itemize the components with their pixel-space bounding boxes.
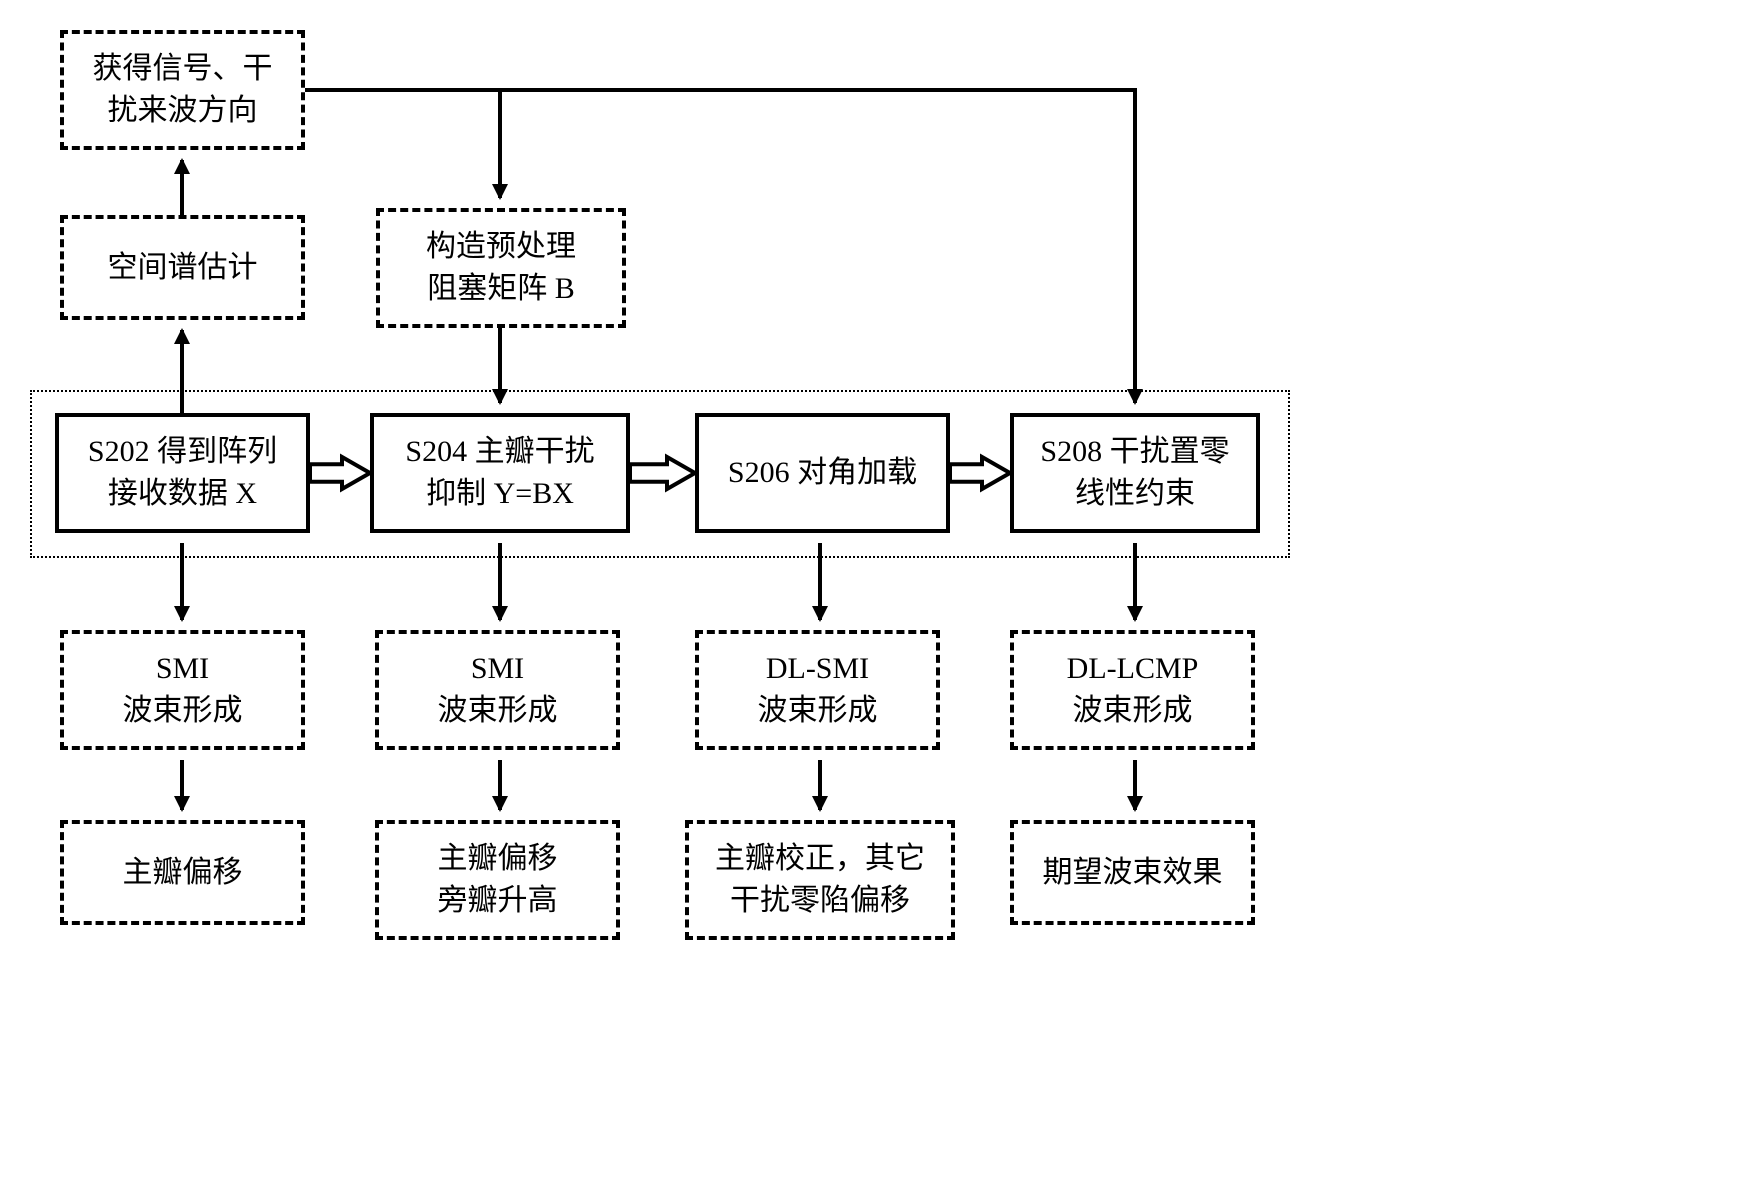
node-n_getsig: 获得信号、干 扰来波方向 xyxy=(60,30,305,150)
node-label: SMI 波束形成 xyxy=(438,648,558,732)
node-label: 获得信号、干 扰来波方向 xyxy=(93,48,273,132)
node-n_r4: 期望波束效果 xyxy=(1010,820,1255,925)
node-n_r1: 主瓣偏移 xyxy=(60,820,305,925)
node-n_s204: S204 主瓣干扰 抑制 Y=BX xyxy=(370,413,630,533)
node-label: 主瓣校正，其它 干扰零陷偏移 xyxy=(715,838,925,922)
node-label: 空间谱估计 xyxy=(108,247,258,289)
node-label: S202 得到阵列 接收数据 X xyxy=(88,431,277,515)
node-n_s208: S208 干扰置零 线性约束 xyxy=(1010,413,1260,533)
node-label: S204 主瓣干扰 抑制 Y=BX xyxy=(405,431,594,515)
node-label: 期望波束效果 xyxy=(1043,852,1223,894)
node-n_spatest: 空间谱估计 xyxy=(60,215,305,320)
node-label: SMI 波束形成 xyxy=(123,648,243,732)
node-label: DL-LCMP 波束形成 xyxy=(1067,648,1199,732)
node-n_r2: 主瓣偏移 旁瓣升高 xyxy=(375,820,620,940)
node-label: S206 对角加载 xyxy=(728,452,917,494)
node-n_s202: S202 得到阵列 接收数据 X xyxy=(55,413,310,533)
node-n_preproc: 构造预处理 阻塞矩阵 B xyxy=(376,208,626,328)
node-label: DL-SMI 波束形成 xyxy=(758,648,878,732)
node-label: 主瓣偏移 xyxy=(123,852,243,894)
node-label: S208 干扰置零 线性约束 xyxy=(1040,431,1229,515)
connector-layer xyxy=(0,0,1764,1203)
node-n_dllcmp: DL-LCMP 波束形成 xyxy=(1010,630,1255,750)
node-label: 主瓣偏移 旁瓣升高 xyxy=(438,838,558,922)
diagram-canvas: 获得信号、干 扰来波方向空间谱估计 构造预处理 阻塞矩阵 B S202 得到阵列 接… xyxy=(0,0,1764,1203)
node-n_r3: 主瓣校正，其它 干扰零陷偏移 xyxy=(685,820,955,940)
node-n_dlsmi: DL-SMI 波束形成 xyxy=(695,630,940,750)
node-n_smi1: SMI 波束形成 xyxy=(60,630,305,750)
node-n_s206: S206 对角加载 xyxy=(695,413,950,533)
node-label: 构造预处理 阻塞矩阵 B xyxy=(426,226,576,310)
node-n_smi2: SMI 波束形成 xyxy=(375,630,620,750)
